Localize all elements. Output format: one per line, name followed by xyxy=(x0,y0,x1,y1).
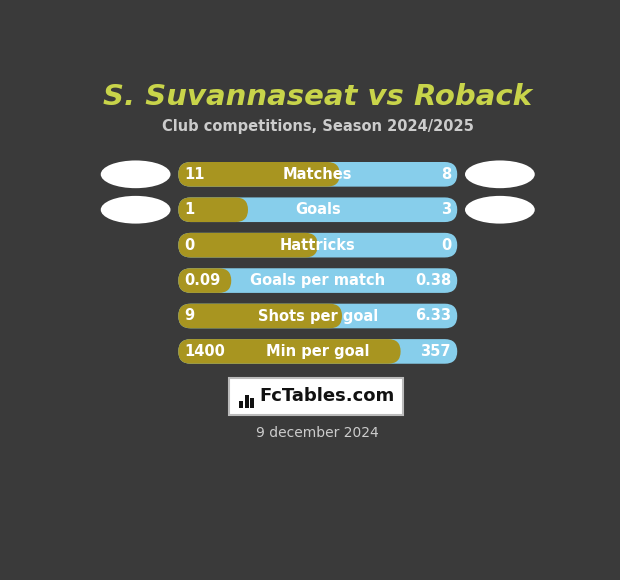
Text: 8: 8 xyxy=(441,167,451,182)
Text: 11: 11 xyxy=(185,167,205,182)
Text: 1: 1 xyxy=(185,202,195,218)
Text: 9: 9 xyxy=(185,309,195,324)
Text: S. Suvannaseat vs Roback: S. Suvannaseat vs Roback xyxy=(104,82,532,111)
Ellipse shape xyxy=(465,196,534,224)
Text: Goals: Goals xyxy=(295,202,340,218)
Text: Goals per match: Goals per match xyxy=(250,273,385,288)
FancyBboxPatch shape xyxy=(179,162,340,187)
Text: 9 december 2024: 9 december 2024 xyxy=(257,426,379,440)
Text: Hattricks: Hattricks xyxy=(280,238,356,253)
Text: 3: 3 xyxy=(441,202,451,218)
Text: 1400: 1400 xyxy=(185,344,225,359)
FancyBboxPatch shape xyxy=(179,304,342,328)
Text: 0: 0 xyxy=(185,238,195,253)
Text: 0.09: 0.09 xyxy=(185,273,221,288)
Bar xyxy=(250,398,254,408)
FancyBboxPatch shape xyxy=(229,378,403,415)
Text: 0: 0 xyxy=(441,238,451,253)
Ellipse shape xyxy=(100,196,170,224)
FancyBboxPatch shape xyxy=(179,339,401,364)
FancyBboxPatch shape xyxy=(179,269,458,293)
Ellipse shape xyxy=(465,161,534,188)
FancyBboxPatch shape xyxy=(179,197,458,222)
Text: Club competitions, Season 2024/2025: Club competitions, Season 2024/2025 xyxy=(162,119,474,134)
Text: 357: 357 xyxy=(420,344,451,359)
Text: Shots per goal: Shots per goal xyxy=(258,309,378,324)
Ellipse shape xyxy=(100,161,170,188)
FancyBboxPatch shape xyxy=(179,339,458,364)
FancyBboxPatch shape xyxy=(179,233,317,258)
FancyBboxPatch shape xyxy=(179,162,458,187)
Text: 0.38: 0.38 xyxy=(415,273,451,288)
Bar xyxy=(239,401,243,408)
FancyBboxPatch shape xyxy=(179,304,458,328)
FancyBboxPatch shape xyxy=(179,233,458,258)
Text: Min per goal: Min per goal xyxy=(266,344,370,359)
Text: FcTables.com: FcTables.com xyxy=(259,387,394,405)
Text: Matches: Matches xyxy=(283,167,353,182)
FancyBboxPatch shape xyxy=(179,269,231,293)
FancyBboxPatch shape xyxy=(179,197,248,222)
Bar xyxy=(245,394,249,408)
Text: 6.33: 6.33 xyxy=(415,309,451,324)
